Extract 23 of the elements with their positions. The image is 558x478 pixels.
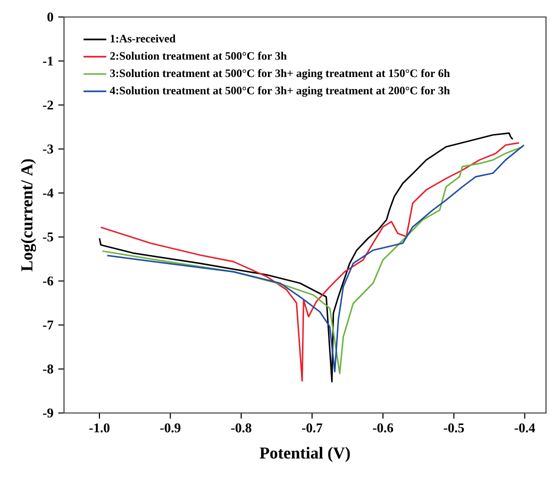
x-tick-label: -0.7	[302, 423, 322, 432]
y-tick-label: -2	[42, 100, 54, 110]
legend-label: 3:Solution treatment at 500°C for 3h+ aging treatment at 150°C for 6h	[110, 68, 450, 80]
y-tick-label: -7	[42, 320, 54, 330]
x-tick-label: -1.0	[89, 423, 110, 432]
y-tick-label: -5	[42, 232, 54, 242]
legend-label: 1:As-received	[110, 34, 176, 43]
x-tick-label: -0.4	[514, 423, 536, 432]
y-tick-label: -8	[42, 364, 54, 374]
x-tick-label: -0.9	[160, 423, 180, 432]
y-tick-label: 0	[47, 12, 54, 22]
x-axis-title: Potential (V)	[260, 446, 350, 462]
y-tick-label: -6	[42, 276, 54, 286]
x-tick-label: -0.6	[372, 423, 394, 432]
legend-label: 2:Solution treatment at 500°C for 3h	[110, 52, 287, 60]
y-tick-label: -4	[42, 188, 54, 198]
y-tick-label: -9	[42, 408, 54, 418]
legend-label: 4:Solution treatment at 500°C for 3h+ aging treatment at 200°C for 3h	[110, 86, 450, 97]
y-tick-label: -1	[42, 56, 53, 66]
x-tick-label: -0.8	[231, 423, 252, 432]
x-tick-label: -0.5	[444, 423, 464, 432]
y-tick-label: -3	[42, 144, 54, 154]
y-axis-title: Log(current/ A)	[20, 159, 36, 272]
